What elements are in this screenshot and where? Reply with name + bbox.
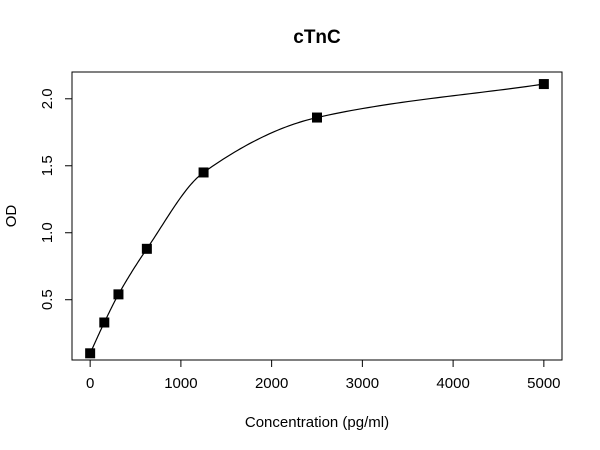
x-tick-label: 3000 (346, 375, 379, 392)
data-point (85, 348, 96, 359)
x-tick-label: 2000 (255, 375, 288, 392)
x-tick-label: 0 (86, 375, 94, 392)
data-point (312, 112, 322, 123)
x-tick-label: 1000 (164, 375, 197, 392)
x-axis-label: Concentration (pg/ml) (245, 414, 389, 431)
data-points (85, 79, 549, 359)
plot-frame (71, 71, 563, 361)
x-tick-label: 4000 (436, 375, 469, 392)
y-tick-label: 0.5 (39, 289, 56, 310)
y-tick-label: 1.0 (39, 222, 56, 243)
data-point (113, 289, 124, 300)
fit-curve (89, 83, 544, 354)
y-tick-label: 1.5 (39, 155, 56, 176)
y-axis-label: OD (3, 205, 20, 228)
data-point (538, 79, 549, 90)
chart-title: cTnC (293, 27, 341, 48)
data-point (99, 317, 110, 328)
x-axis: 0 1000 2000 3000 4000 5000 (86, 360, 561, 392)
y-axis: 0.5 1.0 1.5 2.0 (39, 88, 72, 310)
data-point (198, 167, 209, 178)
data-point (141, 243, 152, 254)
x-tick-label: 5000 (527, 375, 560, 392)
y-tick-label: 2.0 (39, 88, 56, 109)
